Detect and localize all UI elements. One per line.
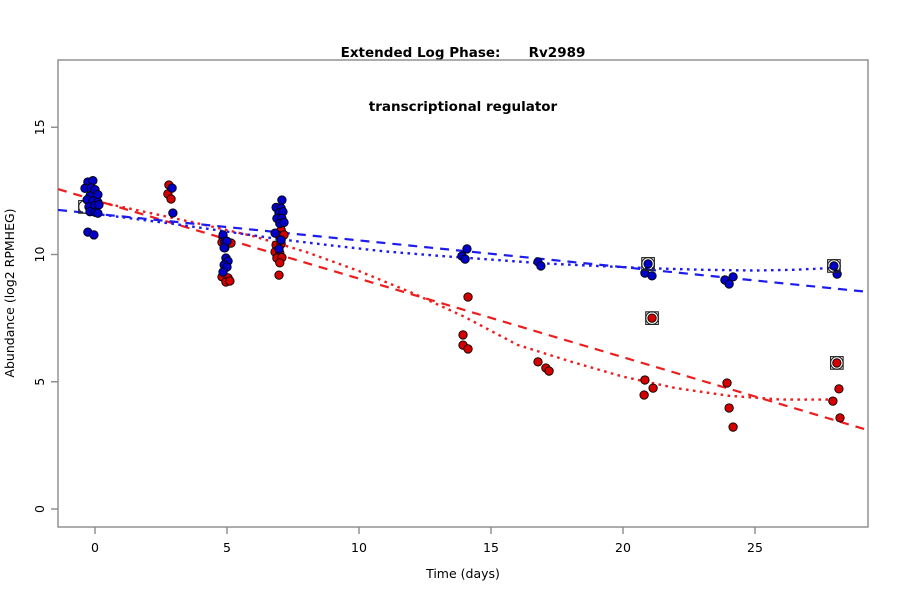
data-point-red-condition	[458, 330, 468, 340]
y-tick-label: 5	[32, 378, 47, 386]
y-tick-label: 15	[32, 119, 47, 135]
data-point-blue-condition	[279, 217, 289, 228]
chart-title: Extended Log Phase: Rv2989 transcription…	[58, 8, 868, 152]
x-tick-label: 5	[223, 540, 231, 555]
data-point-blue-condition	[728, 272, 738, 282]
chart-title-line2: transcriptional regulator	[368, 99, 558, 115]
data-point-blue-condition	[218, 267, 228, 277]
data-point-blue-condition	[274, 244, 284, 254]
data-point-red-condition	[166, 194, 176, 204]
data-point-red-condition	[834, 384, 844, 394]
data-point-red-condition	[639, 390, 649, 400]
data-point-red-condition	[463, 344, 473, 354]
data-point-red-condition	[640, 375, 650, 385]
data-point-red-condition	[835, 413, 845, 423]
data-point-red-condition	[463, 292, 473, 302]
flagged-point-blue-condition	[829, 261, 839, 271]
data-point-blue-condition	[89, 230, 99, 240]
data-point-blue-condition	[167, 183, 177, 193]
chart-title-line1: Extended Log Phase: Rv2989	[340, 45, 586, 61]
smooth-fit-line-blue-condition	[94, 212, 837, 272]
x-tick-label: 0	[91, 540, 99, 555]
y-tick-label: 0	[32, 505, 47, 513]
data-point-blue-condition	[647, 271, 657, 281]
data-point-red-condition	[828, 396, 838, 406]
data-point-red-condition	[225, 276, 235, 286]
data-point-blue-condition	[270, 228, 280, 238]
flagged-point-red-condition	[647, 313, 657, 323]
flagged-marker-blue-condition-circle	[641, 257, 655, 271]
data-point-red-condition	[275, 258, 285, 268]
smooth-fit-line-red-condition	[94, 199, 837, 401]
data-point-red-condition	[274, 270, 284, 280]
data-point-blue-condition	[219, 243, 229, 253]
flagged-point-red-condition	[832, 358, 842, 368]
data-point-red-condition	[724, 403, 734, 413]
data-point-blue-condition	[462, 244, 472, 254]
data-point-red-condition	[544, 366, 554, 376]
plot-border-box	[57, 59, 869, 528]
flagged-marker-blue-condition-circle	[827, 259, 841, 273]
data-point-red-condition	[533, 357, 543, 367]
data-point-blue-condition	[460, 254, 470, 264]
flagged-marker-red-condition-circle	[829, 356, 844, 370]
x-tick-label: 10	[351, 540, 367, 555]
data-point-blue-condition	[277, 195, 287, 205]
flagged-point-blue-condition	[643, 259, 653, 269]
data-point-blue-condition	[93, 208, 103, 218]
y-axis-label: Abundance (log2 RPMHEG)	[2, 208, 17, 377]
x-tick-label: 15	[483, 540, 499, 555]
y-tick-label: 10	[32, 247, 47, 263]
x-tick-label: 20	[615, 540, 631, 555]
data-point-red-condition	[728, 422, 738, 432]
data-point-blue-condition	[536, 261, 546, 271]
flagged-marker-red-condition-circle	[645, 311, 659, 325]
data-point-blue-condition	[724, 279, 734, 289]
data-point-red-condition	[722, 378, 732, 388]
x-tick-label: 25	[747, 540, 763, 555]
data-point-red-condition	[648, 383, 658, 393]
x-axis-label: Time (days)	[425, 566, 500, 581]
data-point-blue-condition	[276, 235, 286, 245]
data-point-blue-condition	[168, 208, 178, 218]
linear-fit-line-red-condition	[57, 188, 869, 432]
